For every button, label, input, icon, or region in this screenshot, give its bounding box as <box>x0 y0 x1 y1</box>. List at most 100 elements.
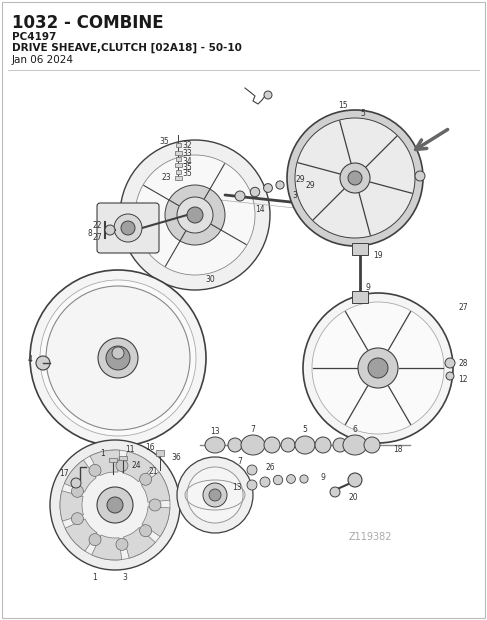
Circle shape <box>165 185 225 245</box>
Text: 19: 19 <box>373 252 383 260</box>
Ellipse shape <box>343 435 367 455</box>
Circle shape <box>263 184 272 192</box>
Text: 14: 14 <box>255 205 265 215</box>
Circle shape <box>40 280 196 436</box>
Circle shape <box>116 459 128 472</box>
Circle shape <box>187 467 243 523</box>
Circle shape <box>89 464 101 476</box>
Ellipse shape <box>281 438 295 452</box>
Bar <box>175 151 182 155</box>
Circle shape <box>72 485 83 497</box>
Text: 7: 7 <box>238 458 243 466</box>
Text: 29: 29 <box>295 175 305 185</box>
Text: 24: 24 <box>131 461 141 471</box>
Text: 13: 13 <box>210 428 220 436</box>
Bar <box>175 176 182 180</box>
Circle shape <box>445 358 455 368</box>
Bar <box>175 163 182 167</box>
Circle shape <box>287 474 296 484</box>
Circle shape <box>149 499 161 511</box>
Circle shape <box>187 207 203 223</box>
Text: 35: 35 <box>159 136 169 146</box>
Circle shape <box>203 483 227 507</box>
Text: 4: 4 <box>28 355 33 365</box>
Circle shape <box>177 457 253 533</box>
Bar <box>176 157 181 161</box>
Bar <box>156 450 164 456</box>
Circle shape <box>121 221 135 235</box>
Text: 13: 13 <box>232 484 242 492</box>
Ellipse shape <box>228 438 242 452</box>
Ellipse shape <box>205 437 225 453</box>
Circle shape <box>177 197 213 233</box>
Text: 29: 29 <box>305 180 315 190</box>
Circle shape <box>112 347 124 359</box>
Bar <box>176 143 181 147</box>
Text: 36: 36 <box>171 453 181 463</box>
Circle shape <box>135 155 255 275</box>
Text: 5: 5 <box>360 108 365 118</box>
Text: 1: 1 <box>93 572 97 582</box>
Text: DRIVE SHEAVE,CLUTCH [02A18] - 50-10: DRIVE SHEAVE,CLUTCH [02A18] - 50-10 <box>12 43 242 53</box>
Text: 35: 35 <box>182 169 192 177</box>
Bar <box>176 170 181 174</box>
Text: 5: 5 <box>302 425 307 435</box>
Text: 20: 20 <box>348 494 358 502</box>
Text: 7: 7 <box>251 425 256 435</box>
Text: 28: 28 <box>458 358 468 368</box>
Circle shape <box>89 534 101 546</box>
Bar <box>109 458 117 462</box>
Circle shape <box>105 225 115 235</box>
Text: 22: 22 <box>92 221 102 229</box>
Circle shape <box>50 440 180 570</box>
Wedge shape <box>124 528 155 558</box>
Circle shape <box>273 476 282 485</box>
Circle shape <box>120 140 270 290</box>
Circle shape <box>140 473 151 485</box>
Circle shape <box>106 346 130 370</box>
Text: 34: 34 <box>182 156 192 166</box>
Text: Z119382: Z119382 <box>348 532 392 542</box>
Wedge shape <box>90 450 120 476</box>
Ellipse shape <box>241 435 265 455</box>
Circle shape <box>264 91 272 99</box>
Circle shape <box>250 187 260 197</box>
Text: 9: 9 <box>366 283 371 293</box>
Text: 8: 8 <box>88 229 93 237</box>
Circle shape <box>348 171 362 185</box>
Circle shape <box>60 450 170 560</box>
Circle shape <box>114 214 142 242</box>
Wedge shape <box>64 460 96 492</box>
Text: 21: 21 <box>148 466 158 476</box>
Wedge shape <box>60 491 83 521</box>
Circle shape <box>30 270 206 446</box>
Text: 17: 17 <box>59 469 69 477</box>
Text: PC4197: PC4197 <box>12 32 56 42</box>
Circle shape <box>72 513 83 525</box>
Text: 30: 30 <box>205 275 215 285</box>
Ellipse shape <box>333 438 347 452</box>
Circle shape <box>235 191 245 201</box>
Text: 16: 16 <box>145 443 155 451</box>
Ellipse shape <box>264 437 280 453</box>
Wedge shape <box>65 519 97 551</box>
Text: 33: 33 <box>182 149 192 159</box>
Ellipse shape <box>295 436 315 454</box>
Circle shape <box>98 338 138 378</box>
Text: 15: 15 <box>338 102 348 110</box>
Bar <box>119 456 127 460</box>
Text: Jan 06 2024: Jan 06 2024 <box>12 55 74 65</box>
Circle shape <box>295 118 415 238</box>
Wedge shape <box>141 472 170 502</box>
Bar <box>352 243 368 255</box>
Circle shape <box>358 348 398 388</box>
Text: 18: 18 <box>393 446 403 454</box>
Circle shape <box>287 110 423 246</box>
Circle shape <box>107 497 123 513</box>
Text: 1032 - COMBINE: 1032 - COMBINE <box>12 14 164 32</box>
Circle shape <box>46 286 190 430</box>
FancyBboxPatch shape <box>97 203 159 253</box>
Circle shape <box>97 487 133 523</box>
Circle shape <box>312 302 444 434</box>
Wedge shape <box>92 535 122 560</box>
